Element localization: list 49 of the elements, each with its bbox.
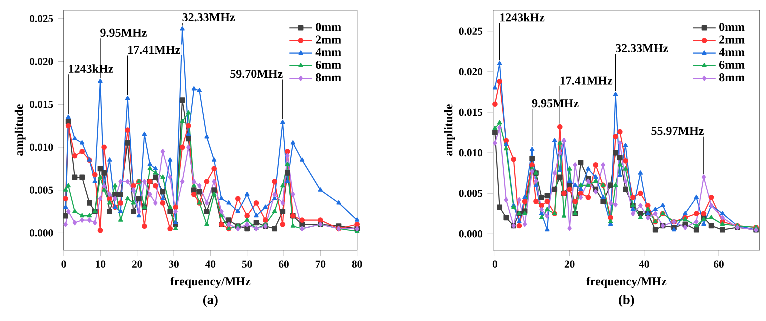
y-tick-label: 0.000 [459,230,483,238]
y-axis-title: amplitude [14,104,26,156]
x-tick-label: 40 [205,260,216,268]
x-tick-label: 40 [639,260,650,268]
legend-label: 8mm [719,74,745,82]
text: (a) [203,295,218,308]
legend-label: 4mm [719,48,745,56]
annotation: 59.70MHz [230,70,283,78]
legend-label: 0mm [720,23,745,32]
x-tick-label: 60 [279,260,289,268]
x-tick-label: 30 [169,260,179,268]
annotation: 17.41MHz [560,76,613,85]
x-tick-label: 20 [564,260,575,268]
x-tick-label: 20 [132,260,142,268]
legend-label: 6mm [316,60,342,70]
y-tick-label: 0.015 [459,108,483,116]
y-tick-label: 0.000 [30,230,54,237]
annotation: 32.33MHz [616,44,668,53]
y-tick-label: 0.010 [30,144,54,152]
y-tick-label: 0.025 [30,15,54,23]
legend-label: 8mm [316,74,342,82]
legend-label: 2mm [316,36,342,44]
y-tick-label: 0.025 [459,28,483,36]
y-tick-label: 0.020 [30,58,54,66]
annotation: 1243kHz [500,13,545,22]
x-tick-label: 10 [96,260,106,268]
x-tick-label: 60 [714,260,724,268]
x-tick-label: 50 [242,260,252,268]
y-tick-label: 0.010 [459,149,483,157]
y-tick-label: 0.005 [459,190,483,198]
y-axis-title: amplitude [444,104,456,156]
x-tick-label: 0 [62,260,66,268]
x-tick-label: 0 [492,260,498,268]
x-tick-label: 80 [352,260,362,268]
x-axis-title: frequency/MHz [586,277,667,288]
y-tick-label: 0.020 [459,68,483,76]
legend-label: 2mm [720,36,745,44]
annotation: 32.33MHz [182,13,236,22]
annotation: 17.41MHz [128,46,180,54]
y-tick-label: 0.005 [30,186,54,194]
annotation: 9.95MHz [100,28,147,38]
annotation: 55.97MHz [652,127,704,136]
legend-label: 0mm [316,23,342,32]
x-tick-label: 70 [316,260,326,268]
x-axis-title: frequency/MHz [170,277,251,288]
legend-label: 6mm [720,60,745,70]
legend-label: 4mm [316,48,342,56]
y-tick-label: 0.015 [30,101,54,108]
text: (b) [619,295,634,308]
